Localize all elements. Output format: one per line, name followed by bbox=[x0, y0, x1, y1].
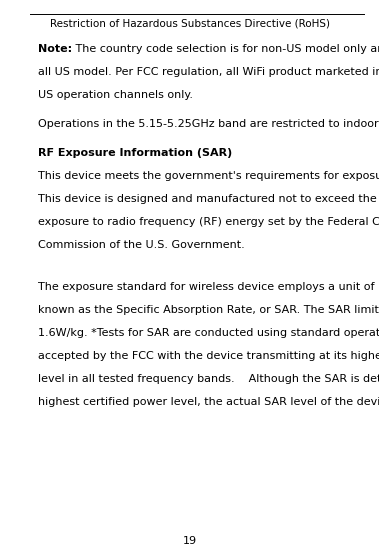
Text: known as the Specific Absorption Rate, or SAR. The SAR limit set by the FCC is: known as the Specific Absorption Rate, o… bbox=[38, 305, 379, 315]
Text: level in all tested frequency bands.    Although the SAR is determined at the: level in all tested frequency bands. Alt… bbox=[38, 374, 379, 384]
Text: This device meets the government's requirements for exposure to radio waves.: This device meets the government's requi… bbox=[38, 171, 379, 181]
Text: Commission of the U.S. Government.: Commission of the U.S. Government. bbox=[38, 240, 245, 250]
Text: 19: 19 bbox=[182, 536, 197, 546]
Text: The country code selection is for non-US model only and is not available to: The country code selection is for non-US… bbox=[72, 44, 379, 54]
Text: exposure to radio frequency (RF) energy set by the Federal Communications: exposure to radio frequency (RF) energy … bbox=[38, 217, 379, 227]
Text: highest certified power level, the actual SAR level of the device while operatin: highest certified power level, the actua… bbox=[38, 397, 379, 407]
Text: Restriction of Hazardous Substances Directive (RoHS): Restriction of Hazardous Substances Dire… bbox=[50, 19, 329, 29]
Text: Note:: Note: bbox=[38, 44, 72, 54]
Text: US operation channels only.: US operation channels only. bbox=[38, 90, 193, 100]
Text: The exposure standard for wireless device employs a unit of measurement: The exposure standard for wireless devic… bbox=[38, 282, 379, 292]
Text: accepted by the FCC with the device transmitting at its highest certified power: accepted by the FCC with the device tran… bbox=[38, 351, 379, 361]
Text: all US model. Per FCC regulation, all WiFi product marketed in US must fixed to: all US model. Per FCC regulation, all Wi… bbox=[38, 67, 379, 77]
Text: RF Exposure Information (SAR): RF Exposure Information (SAR) bbox=[38, 148, 232, 158]
Text: This device is designed and manufactured not to exceed the emission limits for: This device is designed and manufactured… bbox=[38, 194, 379, 204]
Text: 1.6W/kg. *Tests for SAR are conducted using standard operating positions: 1.6W/kg. *Tests for SAR are conducted us… bbox=[38, 328, 379, 338]
Text: Operations in the 5.15-5.25GHz band are restricted to indoor usage only.: Operations in the 5.15-5.25GHz band are … bbox=[38, 119, 379, 129]
